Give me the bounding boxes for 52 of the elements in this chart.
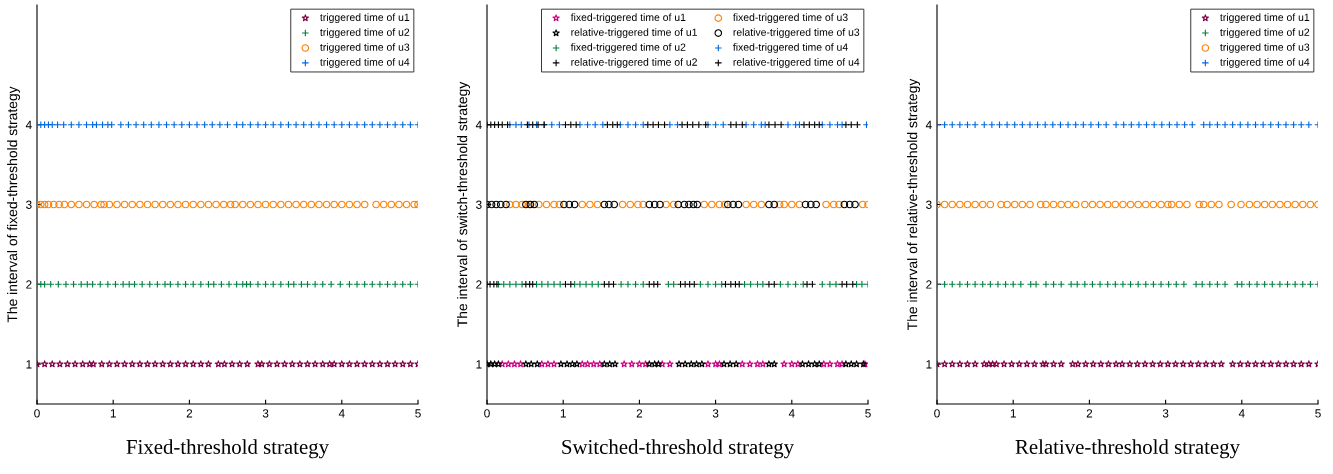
legend-label: triggered time of u4 [320, 58, 410, 68]
x-axis-title: Switched-threshold strategy [562, 439, 794, 459]
x-axis-title: Relative-threshold strategy [1015, 439, 1240, 459]
y-tick-label: 3 [26, 200, 32, 209]
y-tick-label: 1 [476, 360, 482, 369]
legend-label: triggered time of u1 [1220, 13, 1310, 24]
legend-label: relative-triggered time of u1 [571, 28, 697, 38]
x-tick-label: 5 [1315, 409, 1321, 418]
legend-label: triggered time of u2 [1220, 28, 1310, 38]
x-tick-label: 3 [712, 409, 719, 418]
x-tick-label: 4 [788, 409, 795, 418]
x-tick-label: 3 [262, 409, 269, 418]
x-tick-label: 1 [560, 409, 566, 418]
y-tick-label: 4 [475, 120, 482, 129]
legend-label: triggered time of u1 [320, 13, 410, 24]
y-axis-title: The interval of fixed-threshold strategy [7, 86, 21, 323]
y-tick-label: 3 [926, 200, 932, 209]
x-tick-label: 2 [186, 409, 193, 418]
x-tick-label: 2 [1086, 409, 1093, 418]
y-tick-label: 4 [25, 120, 32, 129]
x-tick-label: 0 [934, 409, 940, 418]
x-tick-label: 1 [110, 409, 116, 418]
y-tick-label: 2 [26, 280, 32, 289]
y-tick-label: 4 [925, 120, 932, 129]
legend-label: relative-triggered time of u4 [733, 58, 860, 68]
x-tick-label: 4 [338, 409, 345, 418]
legend-label: triggered time of u4 [1220, 58, 1310, 68]
x-tick-label: 2 [636, 409, 643, 418]
x-tick-label: 5 [415, 409, 421, 418]
legend-label: relative-triggered time of u3 [733, 28, 860, 38]
legend-label: triggered time of u3 [320, 43, 410, 53]
legend-label: triggered time of u3 [1220, 43, 1310, 53]
x-tick-label: 0 [484, 409, 490, 418]
y-axis-title: The interval of switch-threshold strategy [457, 81, 471, 327]
x-tick-label: 0 [34, 409, 40, 418]
y-tick-label: 2 [476, 280, 482, 289]
legend-label: fixed-triggered time of u3 [733, 13, 848, 24]
legend-label: fixed-triggered time of u4 [733, 43, 848, 53]
legend-label: triggered time of u2 [320, 28, 410, 38]
legend-label: fixed-triggered time of u2 [570, 43, 686, 53]
y-tick-label: 2 [926, 280, 932, 289]
y-tick-label: 1 [926, 360, 932, 369]
y-tick-label: 1 [26, 360, 32, 369]
y-tick-label: 3 [476, 200, 482, 209]
x-tick-label: 3 [1162, 409, 1169, 418]
x-tick-label: 5 [865, 409, 871, 418]
legend-label: relative-triggered time of u2 [571, 58, 697, 68]
x-tick-label: 4 [1238, 409, 1245, 418]
x-tick-label: 1 [1010, 409, 1016, 418]
y-axis-title: The interval of relative-threshold strategy [907, 78, 921, 331]
legend-label: fixed-triggered time of u1 [570, 13, 686, 24]
x-axis-title: Fixed-threshold strategy [126, 439, 329, 459]
